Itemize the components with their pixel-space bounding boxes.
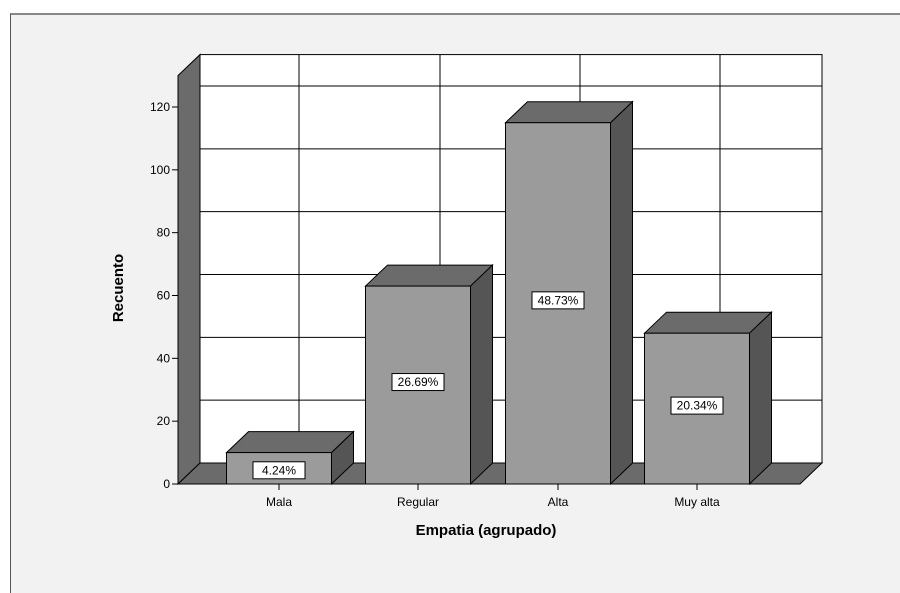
y-tick-label: 0 <box>163 477 170 491</box>
y-tick-label: 120 <box>150 100 170 114</box>
percent-label-box <box>531 291 585 310</box>
x-tick-label: Alta <box>548 495 569 509</box>
percent-label-box <box>252 461 306 480</box>
bar-side <box>610 100 633 486</box>
top-strip <box>0 0 900 12</box>
x-axis-title: Empatia (agrupado) <box>416 522 557 539</box>
bar-regular: 26.69% <box>364 263 494 486</box>
y-tick-label: 100 <box>150 163 170 177</box>
percent-label-box <box>670 396 724 415</box>
x-tick-label: Mala <box>266 495 292 509</box>
percent-label: 20.34% <box>677 399 718 413</box>
x-tick-label: Regular <box>397 495 439 509</box>
bar-muy-alta: 20.34% <box>643 311 773 486</box>
y-axis-title: Recuento <box>110 254 127 322</box>
y-tick-label: 20 <box>157 414 171 428</box>
percent-label-box <box>391 373 445 392</box>
left-wall <box>177 53 201 486</box>
x-axis: Mala Regular Alta Muy alta <box>266 484 720 509</box>
y-tick-label: 60 <box>157 289 171 303</box>
bar-mala: 4.24% <box>225 430 355 486</box>
x-tick-label: Muy alta <box>674 495 720 509</box>
bar-alta: 48.73% <box>504 100 634 486</box>
percent-label: 48.73% <box>538 293 579 307</box>
y-tick-label: 40 <box>157 351 171 365</box>
percent-label: 4.24% <box>262 463 296 477</box>
y-tick-label: 80 <box>157 226 171 240</box>
y-axis: 0 20 40 60 80 100 120 <box>150 75 179 491</box>
bar-side <box>470 263 493 486</box>
percent-label: 26.69% <box>398 375 439 389</box>
bars: 4.24% 26.69% 48.73% 20.34% <box>225 100 773 486</box>
bar-side <box>749 311 772 486</box>
